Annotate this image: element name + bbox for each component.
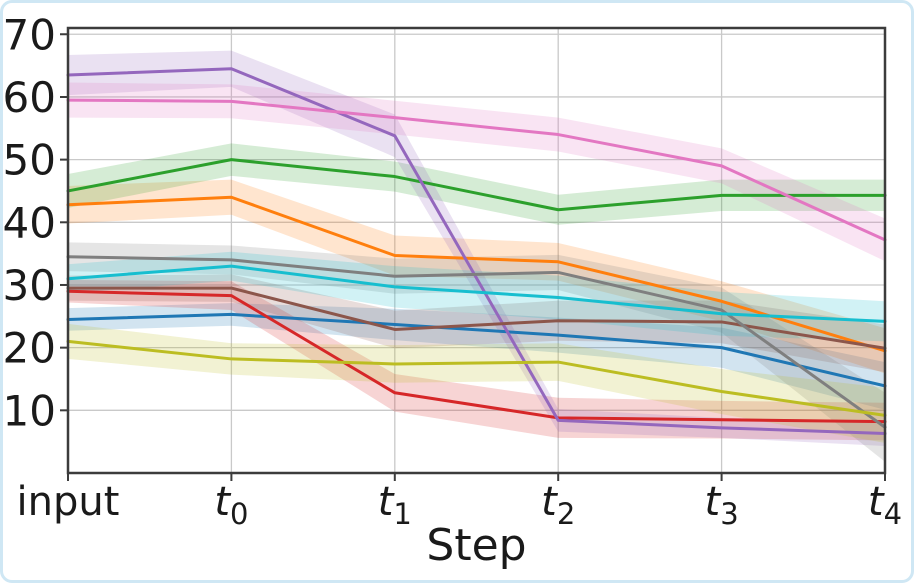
series-band-olive xyxy=(68,323,885,443)
series-band-cyan xyxy=(68,251,885,342)
plot-border xyxy=(66,26,887,475)
series-line-gray xyxy=(66,255,887,429)
series-line-red xyxy=(66,289,887,424)
x-axis-title: Step xyxy=(426,520,526,571)
y-tick-label-60: 60 xyxy=(3,73,56,122)
y-tick-label-70: 70 xyxy=(3,10,56,59)
series-line-green xyxy=(66,158,887,212)
series-line-cyan xyxy=(66,264,887,323)
series-band-blue xyxy=(68,303,885,410)
series-line-olive xyxy=(66,339,887,417)
x-tick-label-t_4: t4 xyxy=(868,479,902,531)
series-line-orange xyxy=(66,195,887,353)
y-tick-label-40: 40 xyxy=(3,198,56,247)
y-tick-label-10: 10 xyxy=(3,386,56,435)
x-tick-label-t_2: t2 xyxy=(541,479,575,531)
x-tick-label-t_0: t0 xyxy=(214,479,248,531)
x-tick-label-input: input xyxy=(17,479,120,525)
series-band-gray xyxy=(68,242,885,462)
series-line-purple xyxy=(66,67,887,436)
series-line-blue xyxy=(66,312,887,388)
y-tick-label-20: 20 xyxy=(3,324,56,373)
x-tick-label-t_1: t1 xyxy=(378,479,412,531)
line-chart: 10 20 30 40 50 60 70 input t0 t1 t2 t3 t4 Step xyxy=(3,10,902,571)
series-line-brown xyxy=(66,286,887,350)
x-tick-label-t_3: t3 xyxy=(705,479,739,531)
y-tick-label-30: 30 xyxy=(3,261,56,310)
series-band-purple xyxy=(68,50,885,447)
y-tick-label-50: 50 xyxy=(3,136,56,185)
series-line-pink xyxy=(66,98,887,242)
